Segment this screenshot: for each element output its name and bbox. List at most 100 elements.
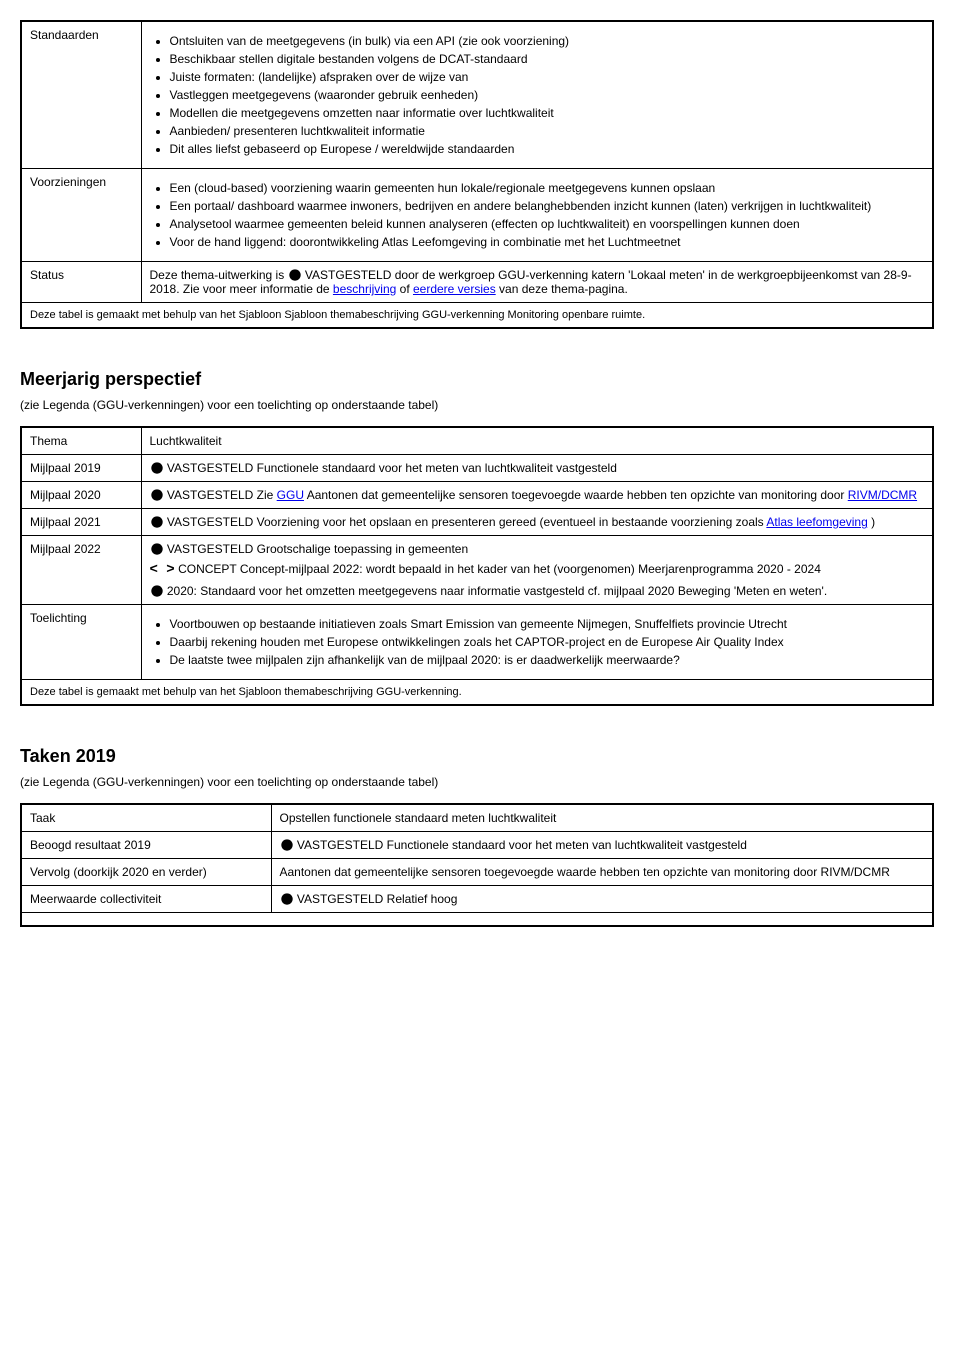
cell-value: Luchtkwaliteit: [141, 427, 933, 455]
status-badge: VASTGESTELD: [297, 892, 383, 906]
row-meerwaarde: Meerwaarde collectiviteit VASTGESTELD Re…: [21, 886, 933, 913]
status-badge: VASTGESTELD: [305, 268, 391, 282]
status-badge: VASTGESTELD: [167, 488, 253, 502]
status-text: Deze thema-uitwerking is: [150, 268, 288, 282]
cell-label: Meerwaarde collectiviteit: [21, 886, 271, 913]
row-mijlpaal-2021: Mijlpaal 2021 VASTGESTELD Voorziening vo…: [21, 509, 933, 536]
cell-label: Standaarden: [21, 21, 141, 169]
footer-text: Deze tabel is gemaakt met behulp van het…: [21, 680, 933, 706]
cell-label: Taak: [21, 804, 271, 832]
cell-value: VASTGESTELD Voorziening voor het opslaan…: [141, 509, 933, 536]
sub-meerjarig: (zie Legenda (GGU-verkenningen) voor een…: [20, 398, 934, 412]
status-mid: of: [400, 282, 413, 296]
row-vervolg: Vervolg (doorkijk 2020 en verder) Aanton…: [21, 859, 933, 886]
text: 2020: Standaard voor het omzetten meetge…: [167, 584, 827, 598]
link-rivm[interactable]: RIVM/DCMR: [848, 488, 917, 502]
list-item: De laatste twee mijlpalen zijn afhankeli…: [170, 651, 925, 669]
cell-content: Deze thema-uitwerking is VASTGESTELD doo…: [141, 262, 933, 303]
list-item: Ontsluiten van de meetgegevens (in bulk)…: [170, 32, 925, 50]
badge-line: VASTGESTELD Grootschalige toepassing in …: [150, 542, 925, 556]
link-eerdere-versies[interactable]: eerdere versies: [413, 282, 496, 296]
status-badge: VASTGESTELD: [167, 542, 253, 556]
row-footer: Deze tabel is gemaakt met behulp van het…: [21, 303, 933, 329]
row-taak: Taak Opstellen functionele standaard met…: [21, 804, 933, 832]
row-mijlpaal-2020: Mijlpaal 2020 VASTGESTELD Zie GGU Aanton…: [21, 482, 933, 509]
cell-label: Voorzieningen: [21, 169, 141, 262]
link-ggu[interactable]: GGU: [277, 488, 304, 502]
cell-label: Mijlpaal 2021: [21, 509, 141, 536]
cell-label: Thema: [21, 427, 141, 455]
list-item: Modellen die meetgegevens omzetten naar …: [170, 104, 925, 122]
cell-value: VASTGESTELD Relatief hoog: [271, 886, 933, 913]
text: wordt bepaald in het kader van het (voor…: [366, 562, 821, 576]
list-item: Voor de hand liggend: doorontwikkeling A…: [170, 233, 925, 251]
check-icon: [280, 892, 294, 906]
lead: Zie: [257, 488, 277, 502]
row-standaarden: Standaarden Ontsluiten van de meetgegeve…: [21, 21, 933, 169]
check-icon: [150, 488, 164, 502]
list-item: Analysetool waarmee gemeenten beleid kun…: [170, 215, 925, 233]
cell-label: Mijlpaal 2020: [21, 482, 141, 509]
cell-label: Mijlpaal 2022: [21, 536, 141, 605]
history-icon: [150, 584, 164, 598]
lead: Concept-mijlpaal 2022:: [240, 562, 366, 576]
list-toelichting: Voortbouwen op bestaande initiatieven zo…: [170, 615, 925, 669]
footer-text: Deze tabel is gemaakt met behulp van het…: [21, 303, 933, 329]
cell-value: Aantonen dat gemeentelijke sensoren toeg…: [271, 859, 933, 886]
cell-value: Opstellen functionele standaard meten lu…: [271, 804, 933, 832]
row-mijlpaal-2019: Mijlpaal 2019 VASTGESTELD Functionele st…: [21, 455, 933, 482]
link-beschrijving[interactable]: beschrijving: [333, 282, 396, 296]
row-toelichting: Toelichting Voortbouwen op bestaande ini…: [21, 605, 933, 680]
list-item: Juiste formaten: (landelijke) afspraken …: [170, 68, 925, 86]
tail: ): [871, 515, 875, 529]
cell-content: Een (cloud-based) voorziening waarin gem…: [141, 169, 933, 262]
status-badge: CONCEPT: [178, 562, 236, 576]
cell-value: VASTGESTELD Zie GGU Aantonen dat gemeent…: [141, 482, 933, 509]
concept-line: < > CONCEPT Concept-mijlpaal 2022: wordt…: [150, 562, 925, 578]
cell-value: Voortbouwen op bestaande initiatieven zo…: [141, 605, 933, 680]
text: Grootschalige toepassing in gemeenten: [257, 542, 468, 556]
history-line: 2020: Standaard voor het omzetten meetge…: [150, 584, 925, 598]
cell-value: VASTGESTELD Functionele standaard voor h…: [271, 832, 933, 859]
list-item: Voortbouwen op bestaande initiatieven zo…: [170, 615, 925, 633]
list-standaarden: Ontsluiten van de meetgegevens (in bulk)…: [170, 32, 925, 158]
tail: Aantonen dat gemeentelijke sensoren toeg…: [307, 488, 848, 502]
cell-label: Beoogd resultaat 2019: [21, 832, 271, 859]
status-badge: VASTGESTELD: [167, 515, 253, 529]
text: Functionele standaard voor het meten van…: [387, 838, 747, 852]
list-item: Dit alles liefst gebaseerd op Europese /…: [170, 140, 925, 158]
list-item: Een (cloud-based) voorziening waarin gem…: [170, 179, 925, 197]
row-footer: [21, 913, 933, 927]
list-item: Een portaal/ dashboard waarmee inwoners,…: [170, 197, 925, 215]
cell-label: Status: [21, 262, 141, 303]
row-thema: Thema Luchtkwaliteit: [21, 427, 933, 455]
table-themabeschrijving: Standaarden Ontsluiten van de meetgegeve…: [20, 20, 934, 329]
list-item: Aanbieden/ presenteren luchtkwaliteit in…: [170, 122, 925, 140]
link-atlas[interactable]: Atlas leefomgeving: [766, 515, 867, 529]
milestone-text: Functionele standaard voor het meten van…: [257, 461, 617, 475]
row-mijlpaal-2022: Mijlpaal 2022 VASTGESTELD Grootschalige …: [21, 536, 933, 605]
heading-taken: Taken 2019: [20, 746, 934, 767]
row-voorzieningen: Voorzieningen Een (cloud-based) voorzien…: [21, 169, 933, 262]
list-voorzieningen: Een (cloud-based) voorziening waarin gem…: [170, 179, 925, 251]
status-badge: VASTGESTELD: [297, 838, 383, 852]
table-meerjarig: Thema Luchtkwaliteit Mijlpaal 2019 VASTG…: [20, 426, 934, 706]
table-taken: Taak Opstellen functionele standaard met…: [20, 803, 934, 927]
braces-icon: < >: [150, 562, 175, 578]
cell-label: Toelichting: [21, 605, 141, 680]
text: Voorziening voor het opslaan en presente…: [257, 515, 767, 529]
check-icon: [150, 515, 164, 529]
status-end: van deze thema-pagina.: [499, 282, 628, 296]
list-item: Daarbij rekening houden met Europese ont…: [170, 633, 925, 651]
check-icon: [288, 268, 302, 282]
list-item: Vastleggen meetgegevens (waaronder gebru…: [170, 86, 925, 104]
cell-label: Mijlpaal 2019: [21, 455, 141, 482]
cell-content: Ontsluiten van de meetgegevens (in bulk)…: [141, 21, 933, 169]
check-icon: [280, 838, 294, 852]
check-icon: [150, 461, 164, 475]
list-item: Beschikbaar stellen digitale bestanden v…: [170, 50, 925, 68]
text: Relatief hoog: [387, 892, 458, 906]
sub-taken: (zie Legenda (GGU-verkenningen) voor een…: [20, 775, 934, 789]
heading-meerjarig: Meerjarig perspectief: [20, 369, 934, 390]
check-icon: [150, 542, 164, 556]
